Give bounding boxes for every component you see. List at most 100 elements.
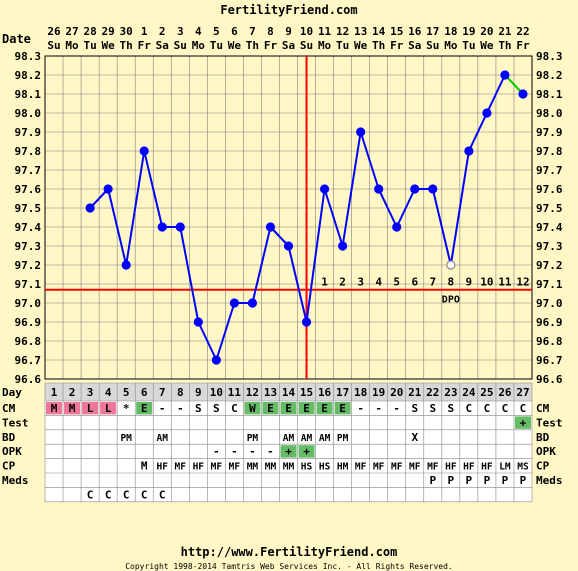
- table-cell: LM: [499, 462, 511, 473]
- cycle-day-label: 18: [354, 386, 367, 399]
- cycle-day-label: 7: [159, 386, 166, 399]
- weekday-label: We: [480, 39, 494, 52]
- cell-highlight: [244, 402, 261, 415]
- y-tick-label-right: 96.6: [536, 373, 563, 386]
- table-cell: P: [484, 474, 491, 487]
- y-tick-label-left: 98.3: [15, 50, 42, 63]
- temperature-segment: [251, 226, 272, 304]
- table-cell: AM: [319, 433, 331, 444]
- table-cell: E: [303, 402, 310, 415]
- cycle-day-label: 27: [516, 386, 529, 399]
- temperature-point: [175, 222, 185, 232]
- weekday-label: Mo: [444, 39, 458, 52]
- table-cell: S: [213, 402, 220, 415]
- temperature-segment: [449, 150, 470, 266]
- table-cell: C: [141, 488, 148, 501]
- y-tick-label-left: 97.1: [15, 278, 42, 291]
- y-tick-label-left: 98.1: [15, 88, 42, 101]
- site-header: FertilityFriend.com: [220, 3, 357, 17]
- temperature-point: [103, 184, 113, 194]
- table-cell: HF: [157, 462, 169, 473]
- table-cell: C: [231, 402, 238, 415]
- table-cell: *: [123, 402, 130, 415]
- y-tick-label-right: 98.3: [536, 50, 563, 63]
- temperature-segment: [486, 74, 506, 114]
- weekday-label: Fr: [138, 39, 152, 52]
- row-label-day: Day: [2, 386, 22, 399]
- date-tick-label: 2: [159, 25, 166, 38]
- temperature-point: [265, 222, 276, 232]
- table-cell: -: [177, 402, 184, 415]
- dpo-number: 1: [321, 276, 328, 289]
- temperature-segment: [215, 302, 236, 361]
- temperature-point: [301, 317, 312, 327]
- weekday-label: Th: [372, 39, 385, 52]
- cell-highlight: [316, 402, 333, 415]
- cell-highlight: [280, 402, 297, 415]
- table-cell: -: [231, 445, 238, 458]
- date-tick-label: 29: [102, 25, 115, 38]
- table-cell: W: [249, 402, 256, 415]
- weekday-label: Su: [300, 39, 313, 52]
- table-row: [45, 487, 532, 502]
- table-cell: M: [141, 460, 148, 473]
- weekday-label: Tu: [336, 39, 349, 52]
- plot-border: [44, 55, 533, 380]
- weekday-label: We: [102, 39, 116, 52]
- y-tick-label-right: 97.0: [536, 297, 563, 310]
- y-tick-label-left: 96.7: [15, 354, 42, 367]
- dpo-number: 7: [429, 276, 436, 289]
- table-cell: C: [520, 402, 527, 415]
- weekday-label: Su: [174, 39, 187, 52]
- dpo-number: 6: [411, 276, 418, 289]
- date-tick-label: 18: [444, 25, 457, 38]
- y-tick-label-right: 97.7: [536, 164, 563, 177]
- cell-highlight: [100, 402, 117, 415]
- table-cell: HM: [337, 462, 349, 473]
- weekday-label: Fr: [516, 39, 530, 52]
- temperature-segment: [125, 150, 146, 266]
- temperature-segment: [179, 226, 200, 323]
- y-tick-label-left: 97.2: [15, 259, 42, 272]
- y-tick-label-right: 97.3: [536, 240, 563, 253]
- row-label-right: CP: [536, 460, 550, 473]
- temperature-point: [482, 108, 492, 118]
- temperature-segment: [143, 150, 164, 228]
- cycle-day-label: 23: [444, 386, 457, 399]
- y-tick-label-left: 97.3: [15, 240, 42, 253]
- cycle-day-row: [45, 383, 532, 401]
- date-tick-label: 28: [83, 25, 96, 38]
- y-tick-label-left: 97.8: [15, 145, 42, 158]
- table-cell: C: [484, 402, 491, 415]
- temperature-segment: [467, 112, 488, 152]
- cycle-day-label: 9: [195, 386, 202, 399]
- table-cell: C: [105, 488, 112, 501]
- table-cell: M: [69, 402, 76, 415]
- cell-highlight: [64, 402, 81, 415]
- cell-highlight: [262, 402, 279, 415]
- cycle-day-label: 1: [51, 386, 58, 399]
- footer-url[interactable]: http://www.FertilityFriend.com: [181, 545, 398, 559]
- temperature-segment: [395, 188, 416, 228]
- cell-highlight: [82, 402, 99, 415]
- weekday-label: Sa: [282, 39, 295, 52]
- y-tick-label-right: 97.6: [536, 183, 563, 196]
- temperature-segment: [197, 321, 218, 361]
- cell-highlight: [334, 402, 351, 415]
- temperature-segment: [431, 188, 452, 266]
- table-cell: HF: [481, 462, 493, 473]
- cycle-day-label: 8: [177, 386, 184, 399]
- row-label-left: BD: [2, 431, 16, 444]
- y-tick-label-left: 97.9: [15, 126, 42, 139]
- table-cell: S: [195, 402, 202, 415]
- row-label-right: Test: [536, 416, 563, 429]
- date-tick-label: 11: [318, 25, 332, 38]
- temperature-segment: [377, 188, 398, 228]
- table-cell: C: [123, 488, 130, 501]
- table-cell: C: [87, 488, 94, 501]
- table-cell: E: [285, 402, 292, 415]
- weekday-label: We: [354, 39, 368, 52]
- weekday-label: Fr: [264, 39, 278, 52]
- table-cell: MM: [247, 462, 259, 473]
